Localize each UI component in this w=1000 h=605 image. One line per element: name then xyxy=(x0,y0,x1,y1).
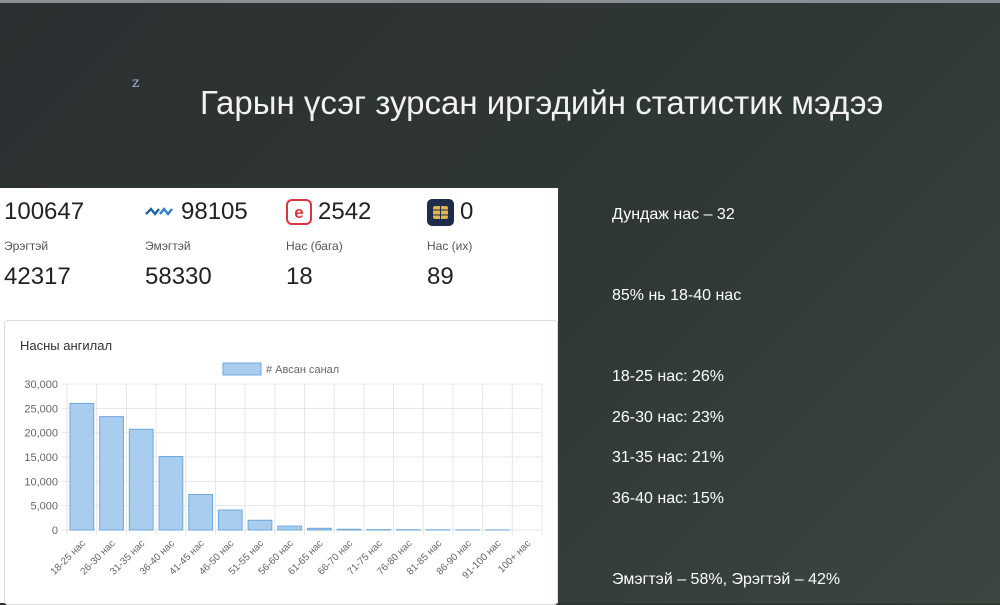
note-average-age: Дундаж нас – 32 xyxy=(612,206,735,224)
stat-female: Эмэгтэй 58330 xyxy=(145,239,212,291)
xyp-logo-icon xyxy=(145,205,175,224)
y-tick-label: 10,000 xyxy=(24,476,58,488)
stat-xyp: 98105 xyxy=(145,198,248,226)
stat-chip-value: 0 xyxy=(460,198,473,225)
x-tick-label: 100+ нас xyxy=(496,538,533,575)
stat-e: e 2542 xyxy=(286,198,371,230)
stat-female-value: 58330 xyxy=(145,263,212,291)
top-border xyxy=(0,0,1000,3)
stat-age-min-value: 18 xyxy=(286,263,343,291)
stat-total-value: 100647 xyxy=(4,198,84,225)
stat-male-value: 42317 xyxy=(4,263,71,291)
y-tick-label: 30,000 xyxy=(24,379,58,391)
note-gender-split: Эмэгтэй – 58%, Эрэгтэй – 42% xyxy=(612,571,840,589)
bar xyxy=(100,417,124,530)
y-tick-label: 20,000 xyxy=(24,428,58,440)
slide-title: Гарын үсэг зурсан иргэдийн статистик мэд… xyxy=(200,84,883,122)
stat-total: 100647 xyxy=(4,198,84,226)
note-26-30: 26-30 нас: 23% xyxy=(612,409,724,427)
bar xyxy=(70,403,94,530)
legend-label: # Авсан санал xyxy=(266,364,339,376)
note-18-25: 18-25 нас: 26% xyxy=(612,368,724,386)
stat-age-max-label: Нас (их) xyxy=(427,239,472,253)
y-tick-label: 25,000 xyxy=(24,403,58,415)
bar xyxy=(218,510,242,530)
legend-swatch xyxy=(223,363,261,375)
stat-male-label: Эрэгтэй xyxy=(4,239,71,253)
bar xyxy=(189,494,213,530)
y-tick-label: 15,000 xyxy=(24,452,58,464)
age-bar-chart: 05,00010,00015,00020,00025,00030,00018-2… xyxy=(5,321,557,604)
bar xyxy=(278,526,302,530)
chip-card-icon xyxy=(427,199,454,231)
stat-xyp-value: 98105 xyxy=(181,198,248,225)
bar xyxy=(129,429,153,530)
stat-age-max: Нас (их) 89 xyxy=(427,239,472,291)
y-tick-label: 5,000 xyxy=(30,501,58,513)
note-36-40: 36-40 нас: 15% xyxy=(612,490,724,508)
bar xyxy=(337,529,361,530)
stat-chip: 0 xyxy=(427,198,473,231)
bar xyxy=(307,528,331,530)
stat-age-min: Нас (бага) 18 xyxy=(286,239,343,291)
svg-text:e: e xyxy=(294,203,303,222)
bar xyxy=(248,520,272,530)
stat-male: Эрэгтэй 42317 xyxy=(4,239,71,291)
stat-age-min-label: Нас (бага) xyxy=(286,239,343,253)
stat-age-max-value: 89 xyxy=(427,263,472,291)
note-share-18-40: 85% нь 18-40 нас xyxy=(612,287,741,305)
y-tick-label: 0 xyxy=(52,525,58,537)
slide-mark: z xyxy=(132,75,139,91)
e-logo-icon: e xyxy=(286,199,312,230)
stat-female-label: Эмэгтэй xyxy=(145,239,212,253)
note-31-35: 31-35 нас: 21% xyxy=(612,449,724,467)
stat-e-value: 2542 xyxy=(318,198,371,225)
bar xyxy=(159,457,183,530)
